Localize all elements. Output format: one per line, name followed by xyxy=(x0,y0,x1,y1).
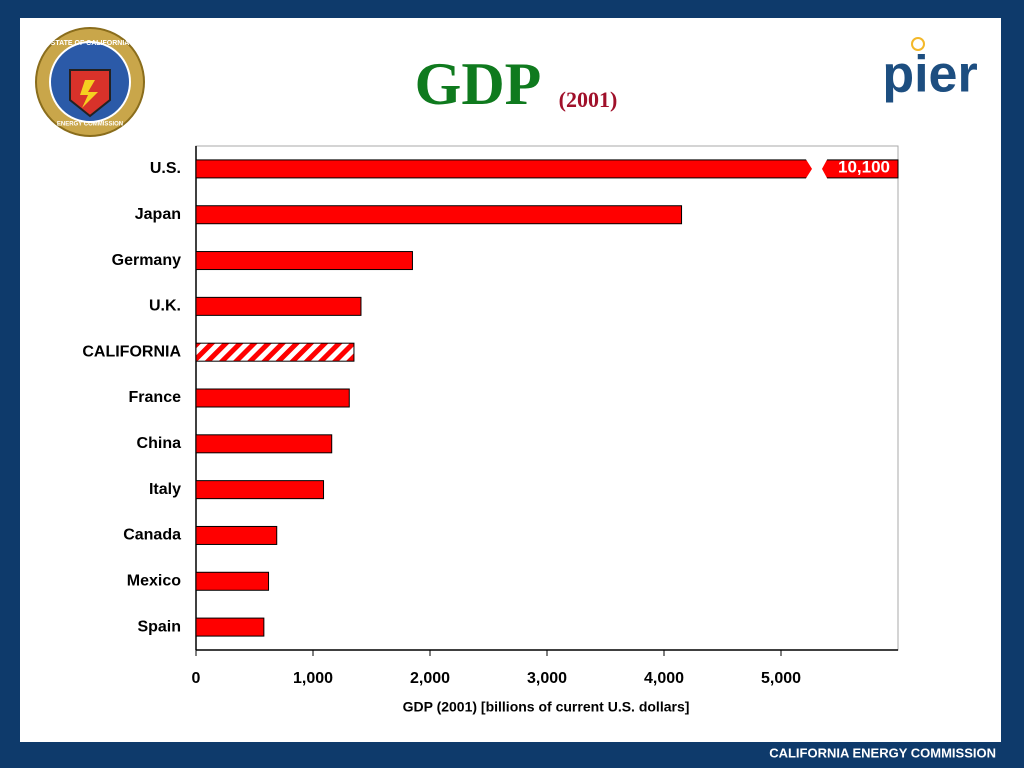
x-axis-title: GDP (2001) [billions of current U.S. dol… xyxy=(403,699,690,715)
pier-logo: pier xyxy=(868,24,996,120)
x-tick-label: 1,000 xyxy=(293,670,333,687)
y-tick-label: France xyxy=(129,389,182,406)
footer-text: CALIFORNIA ENERGY COMMISSION xyxy=(769,745,996,760)
pier-text: pier xyxy=(882,46,977,104)
value-label: 10,100 xyxy=(838,157,890,176)
chart-title: GDP xyxy=(415,51,542,117)
bar xyxy=(195,571,270,591)
axis-break xyxy=(805,157,828,180)
y-tick-label: Germany xyxy=(112,252,181,269)
x-tick-label: 4,000 xyxy=(644,670,684,687)
y-tick-label: Mexico xyxy=(127,572,181,589)
y-tick-label: China xyxy=(137,435,182,452)
slide-body xyxy=(20,18,1001,742)
x-tick-label: 2,000 xyxy=(410,670,450,687)
y-tick-label: Canada xyxy=(123,527,181,544)
y-tick-label: U.K. xyxy=(149,298,181,315)
y-tick-label: CALIFORNIA xyxy=(82,343,181,360)
bar xyxy=(195,388,350,408)
bar xyxy=(195,525,278,545)
bar xyxy=(195,480,325,500)
bar xyxy=(195,251,413,271)
bar xyxy=(195,296,362,316)
bar xyxy=(195,342,355,362)
bar xyxy=(195,617,265,637)
bar xyxy=(195,205,683,225)
chart-subtitle: (2001) xyxy=(559,87,618,112)
x-tick-label: 3,000 xyxy=(527,670,567,687)
y-tick-label: Japan xyxy=(135,206,181,223)
bar xyxy=(195,159,899,179)
seal-top-text: STATE OF CALIFORNIA xyxy=(51,40,130,47)
bar xyxy=(195,434,333,454)
y-tick-label: Italy xyxy=(149,481,181,498)
y-tick-label: Spain xyxy=(137,618,181,635)
x-tick-label: 5,000 xyxy=(761,670,801,687)
seal: STATE OF CALIFORNIA ENERGY COMMISSION xyxy=(35,27,145,137)
seal-bottom-text: ENERGY COMMISSION xyxy=(57,122,123,128)
x-tick-label: 0 xyxy=(192,670,201,687)
y-tick-label: U.S. xyxy=(150,160,181,177)
